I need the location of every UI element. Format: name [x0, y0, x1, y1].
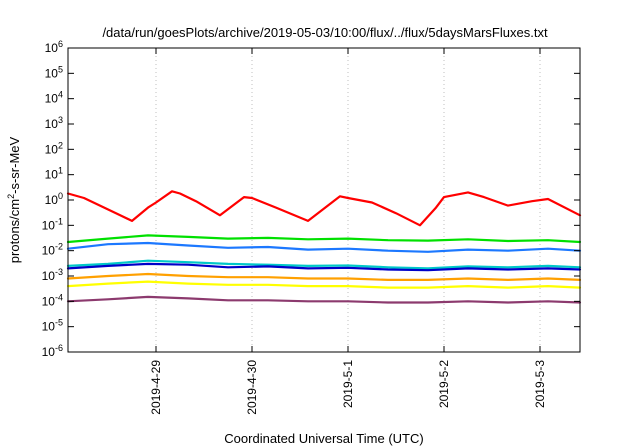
- y-tick-base: 10: [42, 269, 56, 283]
- y-tick-exponent: -3: [55, 267, 63, 277]
- y-tick-exponent: -4: [55, 292, 63, 302]
- x-tick-label: 2019-5-1: [341, 360, 355, 408]
- y-tick-base: 10: [45, 66, 59, 80]
- y-tick-base: 10: [45, 193, 59, 207]
- y-tick-base: 10: [45, 41, 59, 55]
- series-line-6: [66, 280, 582, 289]
- y-tick-exponent: 4: [58, 90, 63, 100]
- series-line-2: [66, 241, 582, 253]
- y-tick-label: 10-4: [42, 292, 63, 308]
- y-axis-label-sup: 2: [6, 194, 16, 199]
- series-line-4: [66, 262, 582, 272]
- plot-frame: [67, 47, 581, 353]
- series-line-7: [66, 295, 582, 304]
- y-tick-base: 10: [42, 244, 56, 258]
- x-tick-label: 2019-4-30: [245, 360, 259, 415]
- y-tick-exponent: 6: [58, 39, 63, 49]
- y-tick-label: 103: [45, 115, 63, 131]
- y-tick-label: 104: [45, 90, 63, 106]
- y-tick-label: 10-1: [42, 216, 63, 232]
- grid: [155, 48, 541, 352]
- y-axis-label-main: protons/cm: [7, 199, 22, 263]
- series-line-5: [66, 272, 582, 281]
- y-tick-label: 10-3: [42, 267, 63, 283]
- y-tick-label: 101: [45, 166, 63, 182]
- y-tick-exponent: 2: [58, 140, 63, 150]
- y-tick-base: 10: [45, 168, 59, 182]
- y-axis-label: protons/cm2-s-sr-MeV: [6, 136, 22, 263]
- series-group: [66, 190, 582, 304]
- y-tick-exponent: 0: [58, 191, 63, 201]
- y-tick-base: 10: [42, 294, 56, 308]
- y-tick-base: 10: [42, 320, 56, 334]
- y-tick-base: 10: [45, 117, 59, 131]
- series-line-0: [66, 190, 582, 227]
- y-tick-base: 10: [42, 345, 56, 359]
- y-tick-exponent: 5: [58, 64, 63, 74]
- y-tick-exponent: -1: [55, 216, 63, 226]
- y-tick-label: 102: [45, 140, 63, 156]
- series-line-3: [66, 259, 582, 270]
- y-tick-label: 10-2: [42, 242, 63, 258]
- y-axis-label-rest: -s-sr-MeV: [7, 136, 22, 193]
- x-tick-label: 2019-5-3: [533, 360, 547, 408]
- y-tick-base: 10: [45, 142, 59, 156]
- y-tick-exponent: 1: [58, 166, 63, 176]
- y-tick-exponent: -2: [55, 242, 63, 252]
- y-tick-label: 10-5: [42, 318, 63, 334]
- y-tick-base: 10: [42, 218, 56, 232]
- x-tick-label: 2019-5-2: [437, 360, 451, 408]
- y-tick-label: 100: [45, 191, 63, 207]
- y-tick-label: 105: [45, 64, 63, 80]
- y-tick-label: 10-6: [42, 343, 63, 359]
- x-tick-label: 2019-4-29: [149, 360, 163, 415]
- x-axis-label: Coordinated Universal Time (UTC): [224, 431, 423, 446]
- y-tick-base: 10: [45, 92, 59, 106]
- y-tick-label: 106: [45, 39, 63, 55]
- y-axis: 10610510410310210110010-110-210-310-410-…: [42, 39, 580, 359]
- y-tick-exponent: 3: [58, 115, 63, 125]
- y-tick-exponent: -6: [55, 343, 63, 353]
- chart-title: /data/run/goesPlots/archive/2019-05-03/1…: [102, 25, 548, 40]
- x-axis: 2019-4-29 2019-4-30 2019-5-1 2019-5-2 2019-5…: [149, 48, 547, 415]
- y-tick-exponent: -5: [55, 318, 63, 328]
- series-line-1: [66, 234, 582, 244]
